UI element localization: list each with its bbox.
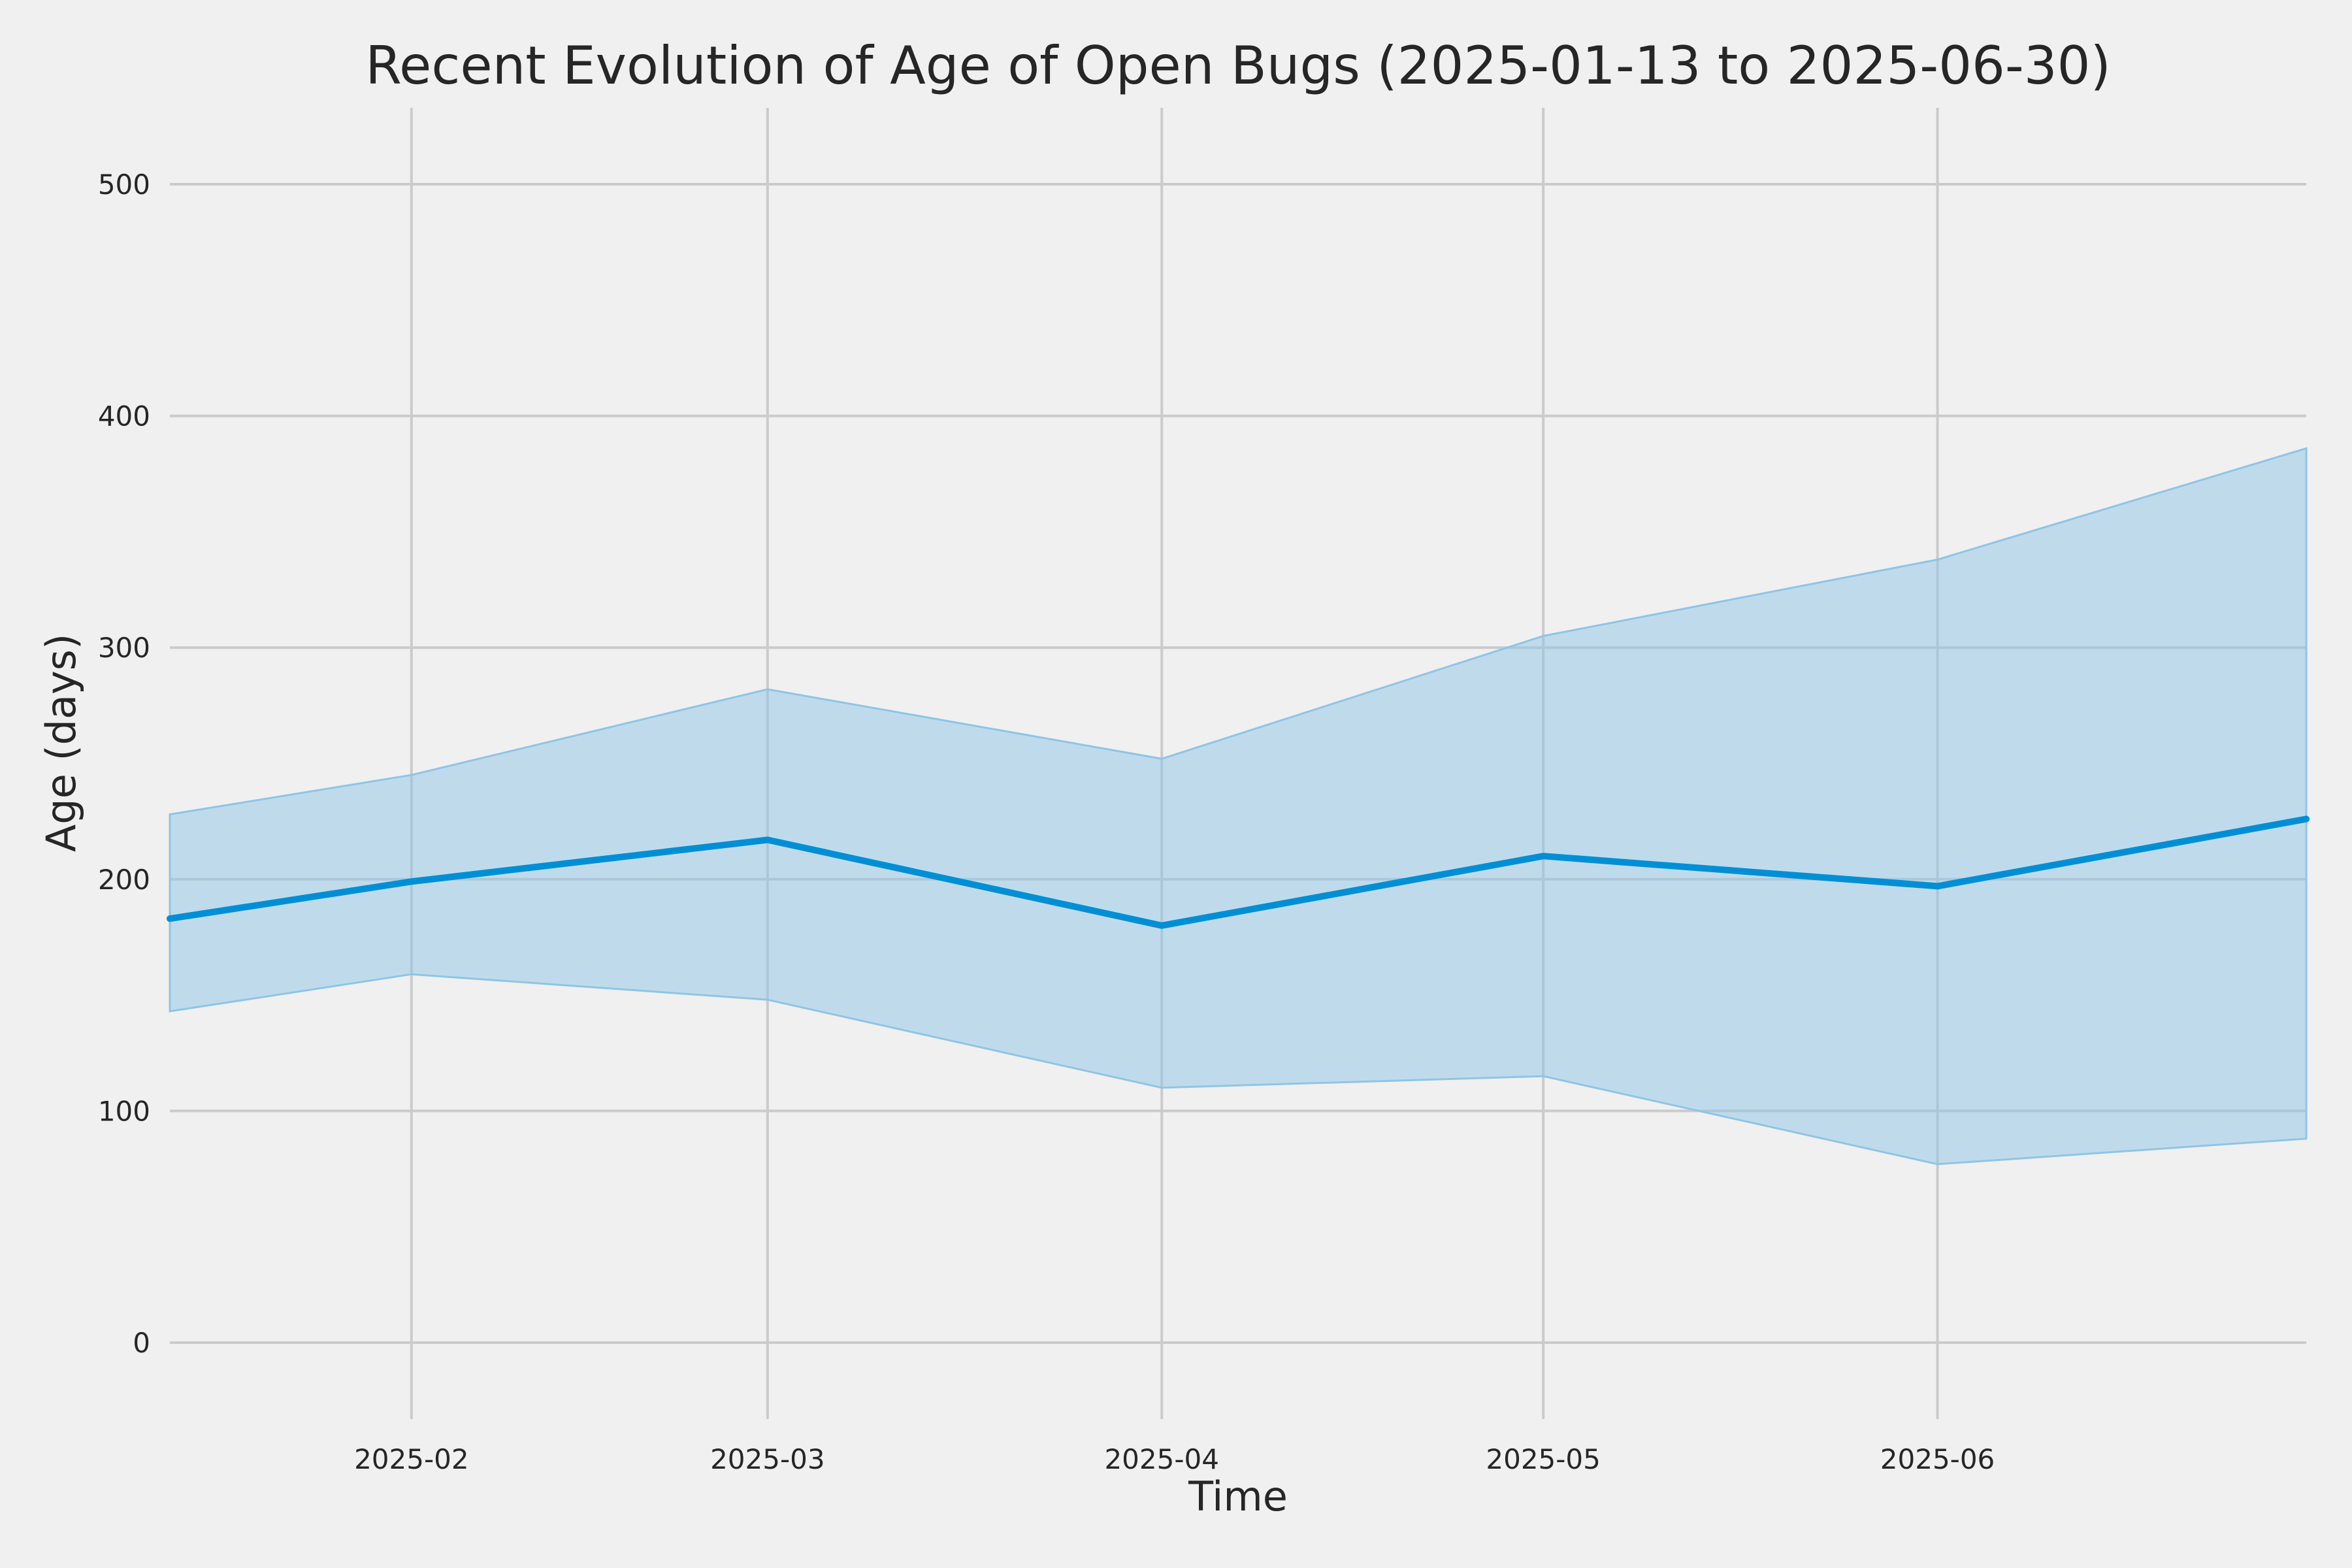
data-point [408, 878, 415, 885]
y-tick-label: 100 [98, 1095, 150, 1127]
data-point [1540, 853, 1547, 860]
data-point [1934, 883, 1941, 890]
y-axis-label: Age (days) [37, 634, 85, 852]
x-tick-label: 2025-04 [1104, 1443, 1219, 1475]
chart-title: Recent Evolution of Age of Open Bugs (20… [365, 35, 2111, 96]
range-band [169, 447, 2308, 1166]
x-tick-labels: 2025-02 2025-03 2025-04 2025-05 2025-06 [354, 1443, 1995, 1475]
data-point [1158, 922, 1166, 929]
y-tick-label: 200 [98, 864, 150, 896]
data-point [167, 915, 173, 923]
x-tick-label: 2025-05 [1486, 1443, 1601, 1475]
range-band-layer [169, 447, 2308, 1166]
data-point [764, 836, 771, 843]
y-tick-labels: 0 100 200 300 400 500 [98, 169, 150, 1359]
y-tick-label: 400 [98, 400, 150, 433]
x-tick-label: 2025-02 [354, 1443, 469, 1475]
data-point [2303, 815, 2310, 823]
y-tick-label: 300 [98, 632, 150, 664]
x-axis-label: Time [1188, 1473, 1288, 1520]
mean-line-layer [167, 815, 2310, 929]
y-tick-label: 500 [98, 169, 150, 201]
x-tick-label: 2025-06 [1880, 1443, 1995, 1475]
x-tick-label: 2025-03 [710, 1443, 825, 1475]
y-tick-label: 0 [133, 1327, 150, 1359]
